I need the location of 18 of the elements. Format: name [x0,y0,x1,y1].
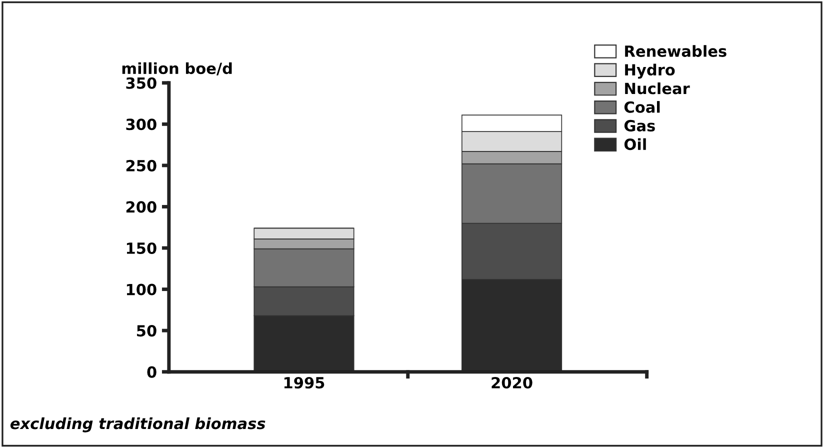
legend-label: Oil [624,138,646,150]
y-tick-label: 250 [126,160,156,172]
y-tick-label: 300 [126,118,156,130]
legend-label: Nuclear [625,82,690,94]
text: excluding traditional biomass [10,417,266,432]
y-axis-title: million boe/d [122,62,232,76]
y-tick-label: 350 [126,77,156,89]
y-tick-label: 50 [137,325,156,337]
legend-label: Coal [624,101,660,113]
legend-label: Hydro [625,64,675,79]
y-tick-label: 0 [147,366,156,378]
y-tick-label: 100 [126,284,156,296]
y-tick-label: 200 [126,201,156,213]
legend-label: Gas [624,120,655,132]
x-tick-label: 1995 [284,376,324,389]
legend-label: Renewables [625,45,726,57]
y-tick-label: 150 [126,242,156,254]
x-tick-label: 2020 [492,376,532,389]
